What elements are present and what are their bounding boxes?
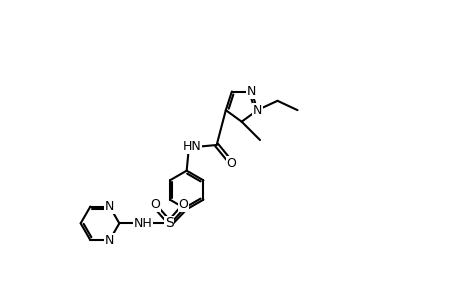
Text: O: O xyxy=(178,199,188,212)
Text: N: N xyxy=(252,104,262,117)
Text: O: O xyxy=(150,199,160,212)
Text: HN: HN xyxy=(182,140,201,153)
Text: NH: NH xyxy=(133,217,152,230)
Text: N: N xyxy=(105,234,114,247)
Text: N: N xyxy=(105,200,114,213)
Text: S: S xyxy=(165,216,174,230)
Text: O: O xyxy=(226,157,236,170)
Text: N: N xyxy=(246,85,256,98)
